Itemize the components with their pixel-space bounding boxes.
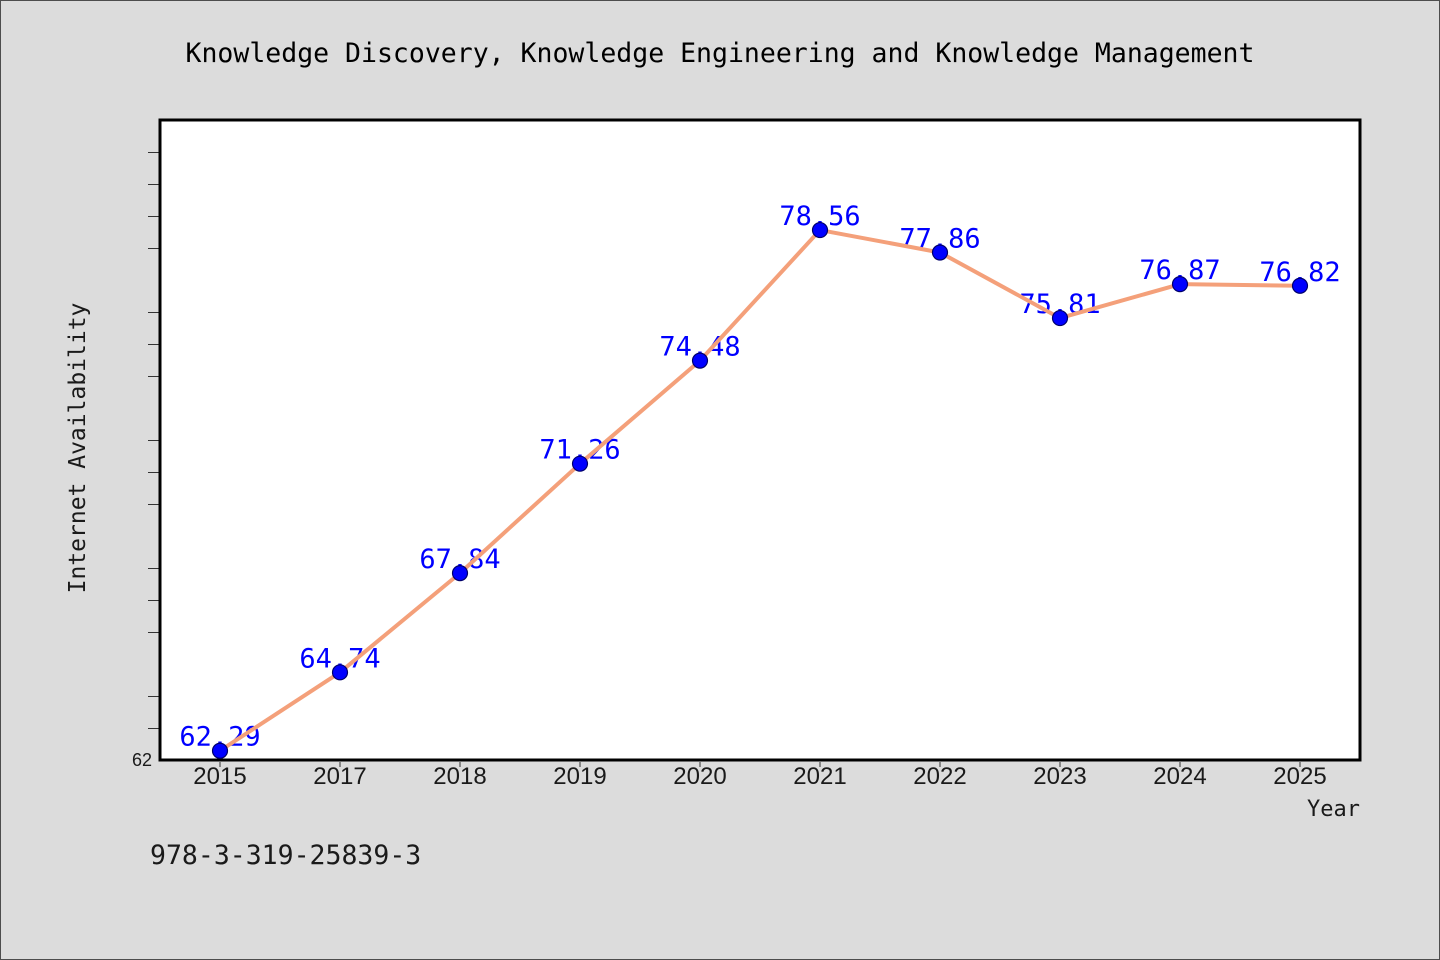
data-point-markers (211, 221, 1309, 759)
y-axis-label: Internet Availability (65, 303, 91, 594)
y-axis-ticks (148, 152, 159, 729)
x-axis-tick-labels: 2015 2017 2018 2019 2020 2021 2022 2023 2024 2025 (193, 763, 1326, 790)
data-point-marker (811, 221, 829, 239)
x-tick-label: 2018 (433, 763, 486, 790)
x-tick-label: 2015 (193, 763, 246, 790)
series-line (218, 228, 1302, 753)
series-lines (218, 228, 1302, 753)
x-axis-label: Year (1307, 797, 1360, 822)
y-tick-label: 62 (132, 750, 152, 770)
data-point-marker (1171, 276, 1189, 293)
x-tick-label: 2021 (793, 763, 846, 790)
x-tick-label: 2019 (553, 763, 606, 790)
x-tick-label: 2025 (1273, 763, 1326, 790)
data-point-marker (691, 352, 709, 369)
data-point-marker (1291, 277, 1309, 294)
y-axis-tick-labels: 62 (132, 750, 152, 770)
data-point-marker (931, 244, 949, 261)
data-point-marker (451, 565, 469, 582)
x-tick-label: 2023 (1033, 763, 1086, 790)
footer-isbn-text: 978-3-319-25839-3 (150, 840, 421, 871)
data-point-marker (331, 664, 349, 681)
x-axis-ticks (219, 762, 1301, 767)
chart-title: Knowledge Discovery, Knowledge Engineeri… (186, 38, 1255, 69)
x-tick-label: 2020 (673, 763, 726, 790)
data-point-marker (571, 455, 589, 472)
x-tick-label: 2024 (1153, 763, 1206, 790)
x-tick-label: 2022 (913, 763, 966, 790)
data-point-marker (211, 742, 229, 759)
data-point-marker (1051, 309, 1069, 327)
x-tick-label: 2017 (313, 763, 366, 790)
